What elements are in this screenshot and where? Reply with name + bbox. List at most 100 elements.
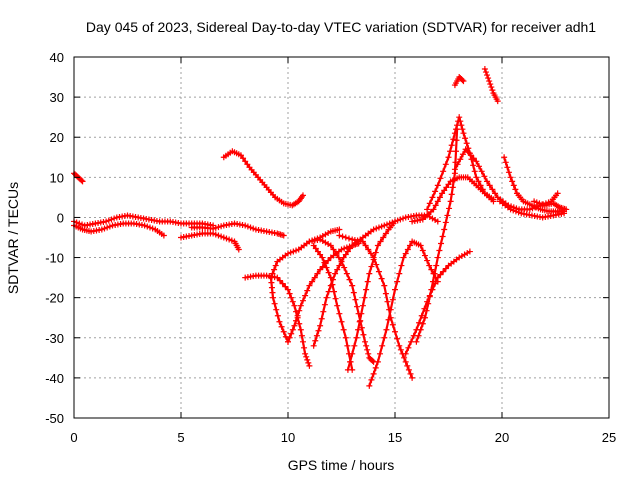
data-point-marker <box>426 200 433 207</box>
data-point-marker <box>314 270 321 277</box>
data-point-marker <box>247 224 254 231</box>
data-point-marker <box>366 382 373 389</box>
data-point-marker <box>285 338 291 345</box>
data-point-marker <box>415 332 422 339</box>
data-point-marker <box>373 225 380 232</box>
data-point-marker <box>310 342 317 349</box>
data-point-marker <box>299 192 306 199</box>
data-point-marker <box>317 266 324 273</box>
data-point-marker <box>321 301 328 308</box>
data-point-marker <box>325 257 332 264</box>
data-point-marker <box>212 224 219 231</box>
data-point-marker <box>361 294 368 301</box>
data-point-marker <box>296 307 303 314</box>
data-point-marker <box>478 168 485 175</box>
data-point-marker <box>448 142 455 149</box>
data-point-marker <box>484 72 491 79</box>
data-point-marker <box>319 254 326 261</box>
data-point-marker <box>402 358 409 365</box>
data-point-marker <box>405 344 412 351</box>
data-point-marker <box>440 168 447 175</box>
data-point-marker <box>354 303 361 310</box>
data-point-marker <box>392 328 398 335</box>
data-point-marker <box>280 232 287 239</box>
data-point-marker <box>372 249 379 256</box>
series-seg-m-markers <box>344 212 441 373</box>
data-point-marker <box>288 330 295 337</box>
data-point-marker <box>359 238 366 245</box>
data-point-marker <box>374 358 381 365</box>
data-point-marker <box>487 81 494 88</box>
data-point-marker <box>428 286 435 293</box>
data-point-marker <box>141 222 148 229</box>
data-point-marker <box>430 206 437 213</box>
data-point-marker <box>387 306 394 313</box>
data-point-marker <box>325 269 332 276</box>
data-point-marker <box>436 194 443 201</box>
data-point-marker <box>377 238 384 245</box>
data-point-marker <box>425 300 432 307</box>
data-point-marker <box>489 186 496 193</box>
data-point-marker <box>268 279 275 286</box>
data-point-marker <box>289 298 296 305</box>
data-point-marker <box>294 312 301 319</box>
data-point-marker <box>481 173 488 180</box>
data-point-marker <box>331 288 338 295</box>
data-point-marker <box>380 234 387 241</box>
data-point-marker <box>394 278 401 285</box>
x-tick-label: 15 <box>388 430 402 445</box>
data-point-marker <box>459 77 466 84</box>
data-point-marker <box>358 324 365 331</box>
data-point-marker <box>237 152 244 159</box>
data-point-marker <box>377 350 384 357</box>
data-point-marker <box>319 263 326 270</box>
data-point-marker <box>401 354 408 361</box>
data-point-marker <box>160 232 167 239</box>
data-point-marker <box>382 290 389 297</box>
data-point-marker <box>402 250 409 257</box>
data-point-marker <box>512 186 519 193</box>
series-seg-g-markers <box>242 272 313 369</box>
data-point-marker <box>488 84 495 91</box>
data-point-marker <box>250 225 257 232</box>
data-point-marker <box>400 254 407 261</box>
data-point-marker <box>462 146 469 153</box>
data-point-marker <box>470 155 477 162</box>
series-seg-n-markers <box>310 242 356 373</box>
data-point-marker <box>417 242 424 249</box>
data-point-marker <box>369 357 376 364</box>
data-point-marker <box>442 265 449 272</box>
data-point-marker <box>432 188 439 195</box>
plot-frame <box>73 56 610 419</box>
data-point-marker <box>362 338 369 345</box>
data-point-marker <box>457 156 464 163</box>
data-point-marker <box>276 277 283 284</box>
data-point-marker <box>486 78 493 85</box>
data-point-marker <box>462 135 469 142</box>
data-point-marker <box>347 245 354 252</box>
data-point-marker <box>385 316 392 323</box>
x-tick-label: 0 <box>70 430 77 445</box>
series-seg-i-markers <box>267 226 343 345</box>
series-seg-e-markers <box>188 220 287 239</box>
data-point-marker <box>429 278 436 285</box>
data-point-marker <box>351 342 358 349</box>
data-point-marker <box>327 274 334 281</box>
data-point-marker <box>111 215 118 222</box>
data-point-marker <box>215 232 222 239</box>
data-point-marker <box>291 322 298 329</box>
data-point-marker <box>270 294 277 301</box>
data-point-marker <box>418 312 425 319</box>
data-point-marker <box>489 87 496 94</box>
data-point-marker <box>502 159 509 166</box>
data-point-marker <box>404 362 411 369</box>
data-point-marker <box>413 338 420 345</box>
data-point-marker <box>366 270 373 277</box>
data-point-marker <box>313 332 320 339</box>
data-point-marker <box>287 249 294 256</box>
data-point-marker <box>424 206 431 213</box>
data-point-marker <box>282 283 289 290</box>
data-point-marker <box>426 262 433 269</box>
data-point-marker <box>453 137 460 144</box>
data-point-marker <box>76 220 83 227</box>
